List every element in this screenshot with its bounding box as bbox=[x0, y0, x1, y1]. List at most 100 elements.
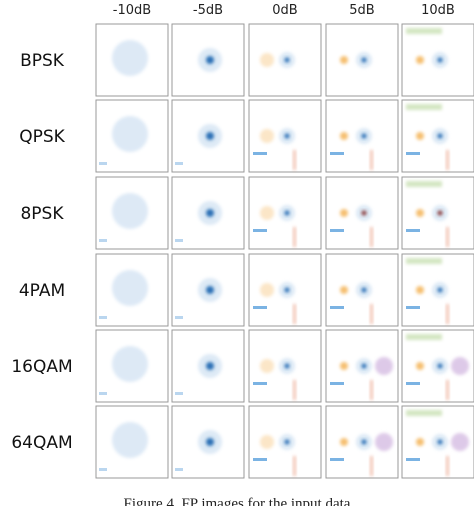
center-dot bbox=[206, 56, 214, 64]
orange-blob bbox=[340, 132, 348, 140]
fp-image bbox=[325, 253, 399, 327]
fp-image bbox=[248, 176, 322, 250]
fp-image bbox=[171, 253, 245, 327]
column-header: -10dB bbox=[113, 3, 151, 18]
orange-blob bbox=[260, 206, 274, 220]
center-dot bbox=[206, 438, 214, 446]
center-dot bbox=[437, 133, 443, 139]
center-dot bbox=[361, 363, 367, 369]
blue-streak bbox=[175, 316, 183, 319]
purple-cloud bbox=[375, 357, 393, 375]
row-label: 16QAM bbox=[11, 357, 72, 377]
center-dot bbox=[361, 57, 367, 63]
orange-blob bbox=[416, 438, 424, 446]
orange-blob bbox=[416, 132, 424, 140]
blue-streak bbox=[406, 306, 420, 309]
blue-streak bbox=[175, 392, 183, 395]
orange-blob bbox=[340, 362, 348, 370]
fp-image bbox=[248, 99, 322, 173]
row-label: 4PAM bbox=[19, 281, 65, 301]
center-dot bbox=[437, 57, 443, 63]
image-frame bbox=[325, 253, 399, 327]
fp-image bbox=[401, 253, 474, 327]
center-dot bbox=[284, 57, 290, 63]
red-streak bbox=[446, 380, 449, 400]
red-streak bbox=[370, 227, 373, 247]
orange-blob bbox=[260, 359, 274, 373]
fp-image bbox=[401, 23, 474, 97]
orange-blob bbox=[340, 56, 348, 64]
fp-image bbox=[401, 329, 474, 403]
red-streak bbox=[370, 380, 373, 400]
blue-streak bbox=[253, 458, 267, 461]
orange-blob bbox=[260, 53, 274, 67]
blue-streak bbox=[99, 239, 107, 242]
fp-image bbox=[95, 176, 169, 250]
blue-streak bbox=[406, 152, 420, 155]
blue-streak bbox=[253, 382, 267, 385]
fp-image bbox=[325, 329, 399, 403]
fp-image bbox=[248, 253, 322, 327]
row-label: QPSK bbox=[19, 127, 65, 147]
center-dot bbox=[437, 287, 443, 293]
noise-cloud bbox=[112, 40, 148, 76]
center-dot bbox=[206, 132, 214, 140]
center-dot bbox=[206, 209, 214, 217]
fp-image bbox=[325, 99, 399, 173]
noise-cloud bbox=[112, 346, 148, 382]
fp-image bbox=[171, 405, 245, 479]
orange-blob bbox=[416, 209, 424, 217]
fp-image bbox=[95, 99, 169, 173]
fp-image bbox=[325, 405, 399, 479]
row-label: 64QAM bbox=[11, 433, 72, 453]
center-dot bbox=[437, 210, 443, 216]
center-dot bbox=[437, 439, 443, 445]
blue-streak bbox=[253, 229, 267, 232]
orange-blob bbox=[340, 209, 348, 217]
fp-image bbox=[248, 405, 322, 479]
blue-streak bbox=[330, 306, 344, 309]
center-dot bbox=[284, 439, 290, 445]
red-streak bbox=[293, 304, 296, 324]
fp-image bbox=[95, 23, 169, 97]
orange-blob bbox=[340, 286, 348, 294]
red-streak bbox=[446, 456, 449, 476]
red-streak bbox=[293, 227, 296, 247]
row-label: 8PSK bbox=[20, 204, 64, 224]
orange-blob bbox=[416, 362, 424, 370]
fp-image bbox=[401, 405, 474, 479]
orange-blob bbox=[416, 56, 424, 64]
center-dot bbox=[437, 363, 443, 369]
blue-streak bbox=[253, 152, 267, 155]
orange-blob bbox=[416, 286, 424, 294]
orange-blob bbox=[260, 283, 274, 297]
fp-image bbox=[171, 329, 245, 403]
image-frame bbox=[401, 253, 474, 327]
green-band bbox=[406, 334, 442, 340]
green-band bbox=[406, 104, 442, 110]
red-streak bbox=[446, 304, 449, 324]
blue-streak bbox=[175, 162, 183, 165]
red-streak bbox=[293, 150, 296, 170]
red-streak bbox=[370, 150, 373, 170]
image-frame bbox=[95, 253, 169, 327]
purple-cloud bbox=[375, 433, 393, 451]
fp-image bbox=[401, 176, 474, 250]
column-header: 10dB bbox=[421, 3, 455, 18]
fp-image bbox=[95, 329, 169, 403]
blue-streak bbox=[406, 458, 420, 461]
center-dot bbox=[284, 210, 290, 216]
noise-cloud bbox=[112, 116, 148, 152]
blue-streak bbox=[330, 152, 344, 155]
fp-image bbox=[325, 23, 399, 97]
orange-blob bbox=[340, 438, 348, 446]
red-streak bbox=[370, 456, 373, 476]
fp-image bbox=[401, 99, 474, 173]
fp-image bbox=[248, 329, 322, 403]
center-dot bbox=[361, 210, 367, 216]
blue-streak bbox=[406, 229, 420, 232]
blue-streak bbox=[253, 306, 267, 309]
center-dot bbox=[361, 287, 367, 293]
blue-streak bbox=[99, 316, 107, 319]
